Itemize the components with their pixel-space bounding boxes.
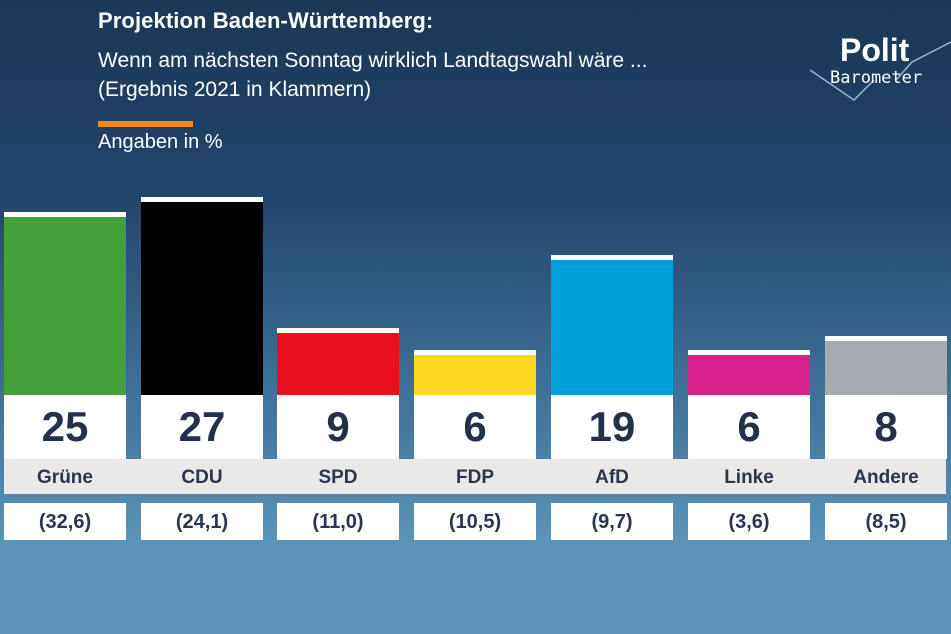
logo-polit: Polit (840, 32, 910, 68)
value-andere: 8 (825, 395, 947, 459)
bar-andere (825, 336, 947, 395)
label-linke: Linke (724, 467, 774, 488)
value-linke: 6 (688, 395, 810, 459)
previous-andere: (8,5) (825, 503, 947, 540)
previous-spd: (11,0) (277, 503, 399, 540)
label-cdu: CDU (181, 467, 223, 488)
chart-subtitle: Wenn am nächsten Sonntag wirklich Landta… (98, 49, 648, 72)
label-fdp: FDP (456, 467, 494, 488)
value-gruene: 25 (4, 395, 126, 459)
previous-linke: (3,6) (688, 503, 810, 540)
label-spd: SPD (318, 467, 358, 488)
party-label-strip (4, 459, 946, 494)
unit-label: Angaben in % (98, 131, 223, 153)
chart-title: Projektion Baden-Württemberg: (98, 8, 434, 33)
previous-gruene: (32,6) (4, 503, 126, 540)
bar-gruene (4, 212, 126, 395)
previous-fdp: (10,5) (414, 503, 536, 540)
checkmark-logo-icon (809, 41, 951, 101)
bar-linke (688, 350, 810, 395)
value-afd: 19 (551, 395, 673, 459)
chart-note: (Ergebnis 2021 in Klammern) (98, 78, 372, 101)
accent-line (98, 121, 193, 127)
value-spd: 9 (277, 395, 399, 459)
bar-spd (277, 328, 399, 395)
previous-cdu: (24,1) (141, 503, 263, 540)
label-afd: AfD (595, 467, 629, 488)
bar-fdp (414, 350, 536, 395)
label-andere: Andere (853, 467, 919, 488)
politbarometer-logo: Polit Barometer (808, 32, 951, 102)
value-fdp: 6 (414, 395, 536, 459)
previous-afd: (9,7) (551, 503, 673, 540)
value-cdu: 27 (141, 395, 263, 459)
label-gruene: Grüne (37, 467, 93, 488)
bar-cdu (141, 197, 263, 395)
bar-afd (551, 255, 673, 395)
logo-barometer: Barometer (830, 68, 923, 88)
